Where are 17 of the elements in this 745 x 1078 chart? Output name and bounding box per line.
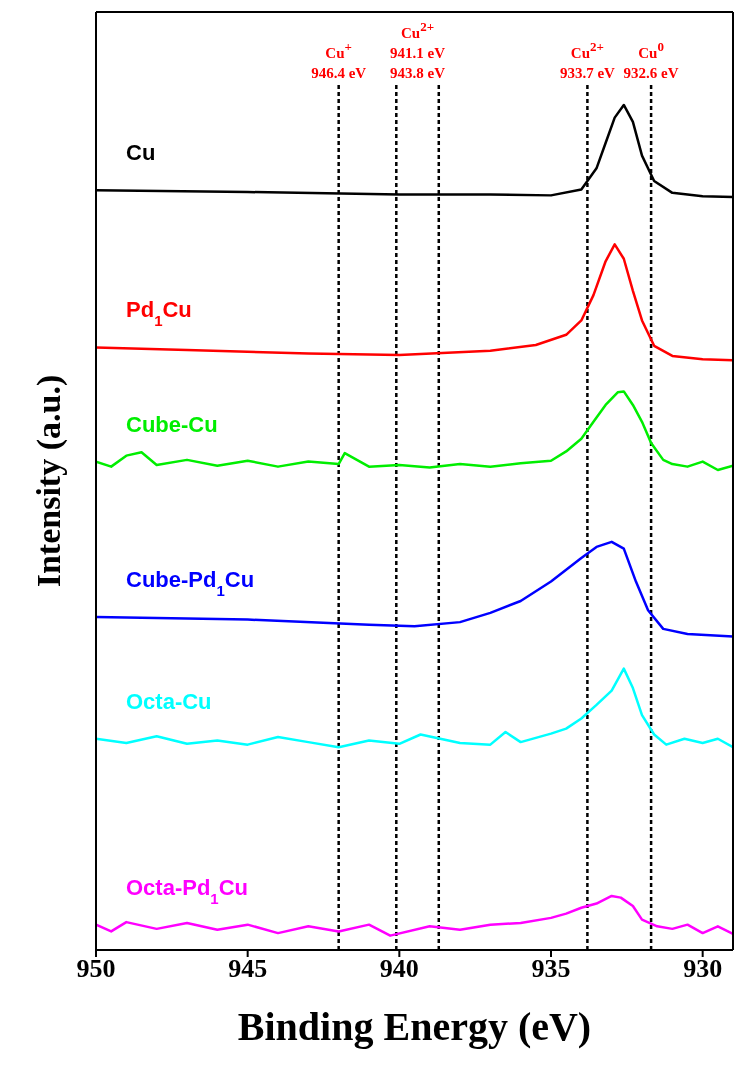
ref-line-label: Cu$^{+}$ 946.4 eV [311,38,367,81]
x-tick-label: 945 [228,954,268,984]
x-axis-title: Binding Energy (eV) [237,1004,592,1049]
series-label: Cube-Cu [126,411,218,437]
ref-line-label: Cu$^{2+}$ 933.7 eV [559,38,616,81]
ref-line-label: Cu$^{0}$ 932.6 eV [623,38,679,81]
series-label: Octa-Cu [126,688,212,714]
series-label: Cube-Pd$_{1}$Cu [126,567,255,599]
x-tick-label: 930 [683,954,723,984]
x-tick-label: 940 [379,954,419,984]
series-label: Cu [126,140,156,166]
series-label: Pd$_{1}$Cu [126,297,192,329]
series-label: Octa-Pd$_{1}$Cu [126,874,249,907]
x-tick-label: 935 [531,954,571,984]
ref-line-label: Cu$^{2+}$ 941.1 eV 943.8 eV [390,18,446,81]
x-tick-label: 950 [76,954,116,984]
y-axis-title: Intensity (a.u.) [30,374,69,588]
